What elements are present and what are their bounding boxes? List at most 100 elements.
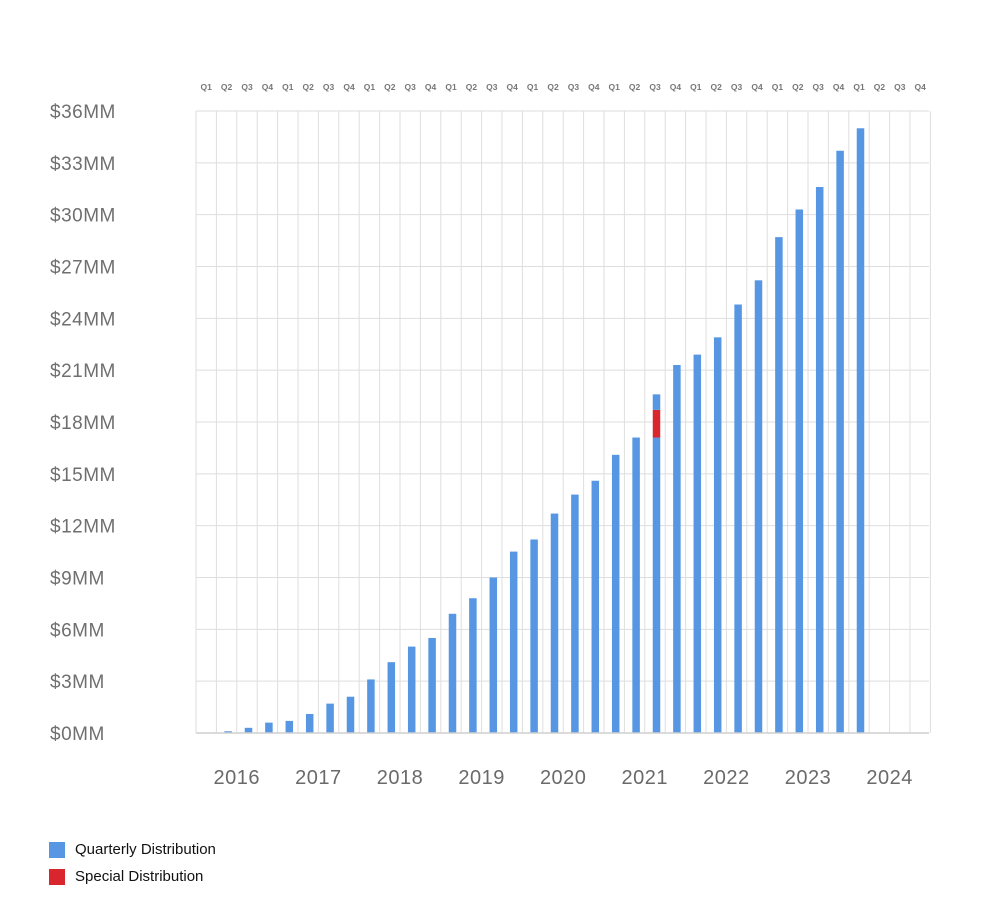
year-label: 2019 bbox=[458, 767, 505, 789]
y-tick-label: $18MM bbox=[50, 413, 116, 434]
bar-quarterly bbox=[305, 713, 314, 733]
quarter-label: Q4 bbox=[751, 82, 763, 92]
y-tick-label: $21MM bbox=[50, 361, 116, 382]
quarter-label: Q3 bbox=[813, 82, 825, 92]
quarter-label: Q3 bbox=[323, 82, 335, 92]
quarter-label: Q3 bbox=[731, 82, 743, 92]
bar-quarterly bbox=[224, 731, 232, 733]
quarter-label: Q1 bbox=[527, 82, 539, 92]
bar-quarterly bbox=[489, 577, 498, 733]
quarter-label: Q3 bbox=[894, 82, 906, 92]
quarter-label: Q4 bbox=[425, 82, 437, 92]
quarter-label: Q1 bbox=[282, 82, 294, 92]
y-tick-label: $27MM bbox=[50, 258, 116, 279]
quarter-label: Q2 bbox=[547, 82, 559, 92]
year-label: 2016 bbox=[214, 767, 261, 789]
bar-quarterly bbox=[611, 454, 620, 733]
legend-item-special: Special Distribution bbox=[49, 863, 216, 890]
bar-quarterly bbox=[530, 539, 538, 733]
bar-quarterly bbox=[571, 494, 579, 733]
quarter-label: Q3 bbox=[486, 82, 498, 92]
bar-quarterly bbox=[244, 727, 253, 733]
year-label: 2018 bbox=[377, 767, 424, 789]
year-label: 2023 bbox=[785, 767, 832, 789]
bar-quarterly bbox=[775, 237, 783, 733]
quarter-label: Q4 bbox=[262, 82, 274, 92]
labels: $0MM $3MM $6MM $9MM $12MM $15MM $18MM $21MM $24M… bbox=[50, 82, 926, 789]
legend-swatch-special bbox=[49, 868, 65, 885]
quarter-label: Q1 bbox=[609, 82, 621, 92]
bar-quarterly bbox=[326, 703, 334, 733]
quarter-label: Q3 bbox=[241, 82, 253, 92]
bar-quarterly bbox=[836, 150, 844, 733]
bar-quarterly bbox=[469, 598, 477, 733]
bar-quarterly bbox=[428, 637, 436, 733]
quarter-label: Q1 bbox=[772, 82, 784, 92]
bar-quarterly bbox=[509, 551, 518, 733]
y-tick-label: $6MM bbox=[50, 620, 105, 641]
bar-quarterly bbox=[550, 513, 559, 733]
year-label: 2024 bbox=[866, 767, 913, 789]
quarter-label: Q3 bbox=[568, 82, 580, 92]
quarter-label: Q4 bbox=[507, 82, 519, 92]
y-tick-label: $9MM bbox=[50, 569, 105, 590]
quarter-label: Q4 bbox=[588, 82, 600, 92]
legend-item-quarterly: Quarterly Distribution bbox=[49, 836, 216, 863]
bars bbox=[224, 128, 865, 733]
bar-quarterly bbox=[652, 437, 661, 733]
quarter-label: Q3 bbox=[405, 82, 417, 92]
y-tick-label: $15MM bbox=[50, 465, 116, 486]
quarter-label: Q4 bbox=[670, 82, 682, 92]
y-tick-label: $36MM bbox=[50, 102, 116, 123]
quarter-label: Q2 bbox=[466, 82, 478, 92]
grid bbox=[195, 110, 931, 734]
bar-quarterly bbox=[673, 364, 681, 733]
y-tick-label: $30MM bbox=[50, 206, 116, 227]
bar-special bbox=[652, 409, 661, 438]
bar-quarterly bbox=[795, 209, 804, 733]
bar-quarterly bbox=[734, 304, 742, 733]
bar-quarterly bbox=[448, 613, 457, 733]
quarter-label: Q1 bbox=[690, 82, 702, 92]
bar-quarterly bbox=[346, 696, 355, 733]
bar-quarterly bbox=[632, 437, 640, 733]
year-label: 2020 bbox=[540, 767, 587, 789]
quarter-label: Q4 bbox=[833, 82, 845, 92]
year-label: 2017 bbox=[295, 767, 342, 789]
legend: Quarterly Distribution Special Distribut… bbox=[49, 836, 216, 890]
quarter-label: Q2 bbox=[384, 82, 396, 92]
bar-quarterly bbox=[754, 280, 763, 733]
quarter-label: Q4 bbox=[343, 82, 355, 92]
quarter-label: Q4 bbox=[915, 82, 927, 92]
bar-quarterly bbox=[407, 646, 416, 733]
quarter-label: Q2 bbox=[792, 82, 804, 92]
quarter-label: Q1 bbox=[445, 82, 457, 92]
y-tick-label: $33MM bbox=[50, 154, 116, 175]
quarter-label: Q3 bbox=[649, 82, 661, 92]
quarter-label: Q2 bbox=[711, 82, 723, 92]
bar-quarterly bbox=[693, 354, 702, 733]
bar-quarterly bbox=[285, 720, 294, 733]
legend-label-special: Special Distribution bbox=[75, 868, 204, 885]
y-tick-label: $24MM bbox=[50, 309, 116, 330]
bar-quarterly bbox=[856, 128, 865, 733]
quarter-label: Q1 bbox=[201, 82, 213, 92]
quarter-label: Q2 bbox=[221, 82, 233, 92]
y-tick-label: $0MM bbox=[50, 724, 105, 745]
bar-quarterly bbox=[387, 662, 396, 733]
quarter-label: Q2 bbox=[874, 82, 886, 92]
quarter-label: Q2 bbox=[629, 82, 641, 92]
year-label: 2021 bbox=[622, 767, 669, 789]
y-tick-label: $12MM bbox=[50, 517, 116, 538]
bar-quarterly bbox=[815, 187, 824, 733]
year-label: 2022 bbox=[703, 767, 750, 789]
y-tick-label: $3MM bbox=[50, 672, 105, 693]
bar-quarterly bbox=[265, 722, 273, 733]
bar-quarterly bbox=[591, 480, 600, 733]
legend-label-quarterly: Quarterly Distribution bbox=[75, 841, 216, 858]
legend-swatch-quarterly bbox=[49, 841, 65, 858]
bar-quarterly bbox=[367, 679, 375, 733]
bar-quarterly-top bbox=[652, 394, 661, 410]
bar-quarterly bbox=[713, 337, 722, 733]
